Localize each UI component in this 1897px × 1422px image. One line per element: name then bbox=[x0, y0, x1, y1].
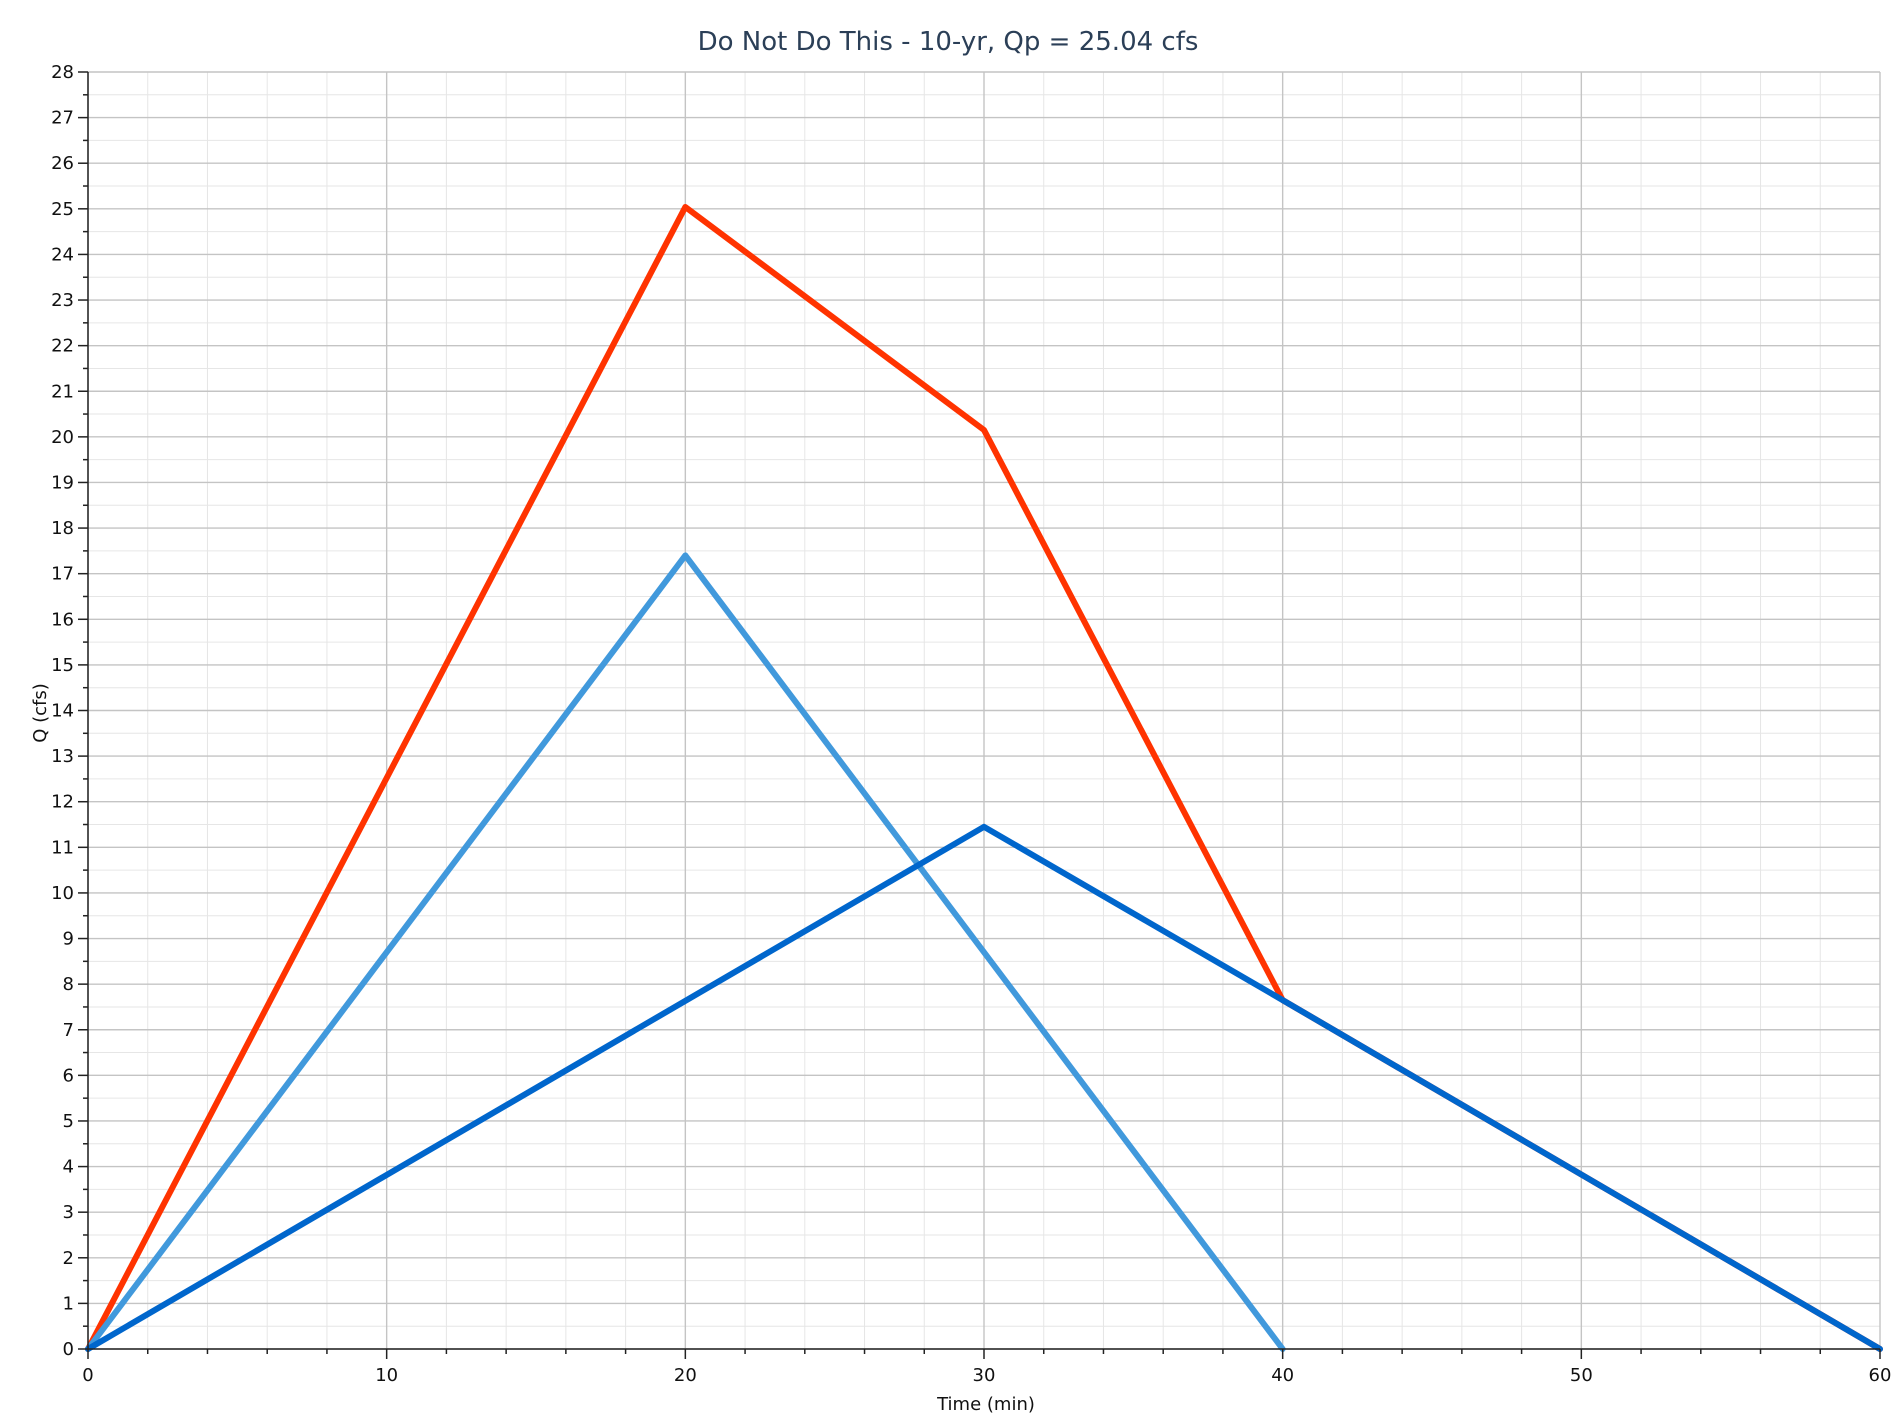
y-tick-label: 3 bbox=[63, 1202, 74, 1223]
series-group bbox=[85, 204, 1883, 1352]
y-tick-label: 5 bbox=[63, 1111, 74, 1132]
y-tick-label: 11 bbox=[51, 837, 74, 858]
y-tick-label: 0 bbox=[63, 1339, 74, 1360]
y-tick-label: 10 bbox=[51, 883, 74, 904]
y-tick-label: 13 bbox=[51, 746, 74, 767]
y-tick-label: 28 bbox=[51, 62, 74, 83]
y-tick-label: 8 bbox=[63, 974, 74, 995]
y-tick-label: 20 bbox=[51, 427, 74, 448]
x-tick-label: 10 bbox=[375, 1365, 398, 1386]
x-tick-label: 60 bbox=[1869, 1365, 1892, 1386]
series-line-2 bbox=[85, 552, 1286, 1352]
y-tick-label: 16 bbox=[51, 609, 74, 630]
y-tick-label: 22 bbox=[51, 336, 74, 357]
y-tick-label: 15 bbox=[51, 655, 74, 676]
y-tick-label: 19 bbox=[51, 472, 74, 493]
series-line-3 bbox=[85, 823, 1883, 1352]
y-tick-label: 14 bbox=[51, 701, 74, 722]
y-tick-labels: 0123456789101112131415161718192021222324… bbox=[51, 62, 74, 1360]
y-tick-label: 27 bbox=[51, 108, 74, 129]
x-axis-label: Time (min) bbox=[936, 1394, 1035, 1415]
y-tick-label: 23 bbox=[51, 290, 74, 311]
x-tick-label: 20 bbox=[674, 1365, 697, 1386]
y-tick-label: 17 bbox=[51, 564, 74, 585]
x-tick-label: 0 bbox=[82, 1365, 93, 1386]
major-gridlines bbox=[87, 71, 1881, 1350]
y-tick-label: 9 bbox=[63, 929, 74, 950]
x-tick-label: 40 bbox=[1271, 1365, 1294, 1386]
x-tick-label: 30 bbox=[973, 1365, 996, 1386]
y-tick-label: 6 bbox=[63, 1065, 74, 1086]
x-tick-labels: 0 10 20 30 40 50 60 bbox=[82, 1365, 1891, 1386]
y-tick-label: 12 bbox=[51, 792, 74, 813]
chart-title: Do Not Do This - 10-yr, Qp = 25.04 cfs bbox=[698, 27, 1199, 57]
y-tick-label: 2 bbox=[63, 1248, 74, 1269]
y-tick-label: 25 bbox=[51, 199, 74, 220]
y-tick-label: 7 bbox=[63, 1020, 74, 1041]
y-tick-label: 24 bbox=[51, 244, 74, 265]
y-tick-label: 4 bbox=[63, 1157, 74, 1178]
y-tick-label: 18 bbox=[51, 518, 74, 539]
y-tick-label: 21 bbox=[51, 381, 74, 402]
x-tick-label: 50 bbox=[1570, 1365, 1593, 1386]
y-tick-label: 26 bbox=[51, 153, 74, 174]
y-axis-label: Q (cfs) bbox=[30, 683, 51, 743]
axes bbox=[78, 71, 1881, 1359]
y-tick-label: 1 bbox=[63, 1293, 74, 1314]
